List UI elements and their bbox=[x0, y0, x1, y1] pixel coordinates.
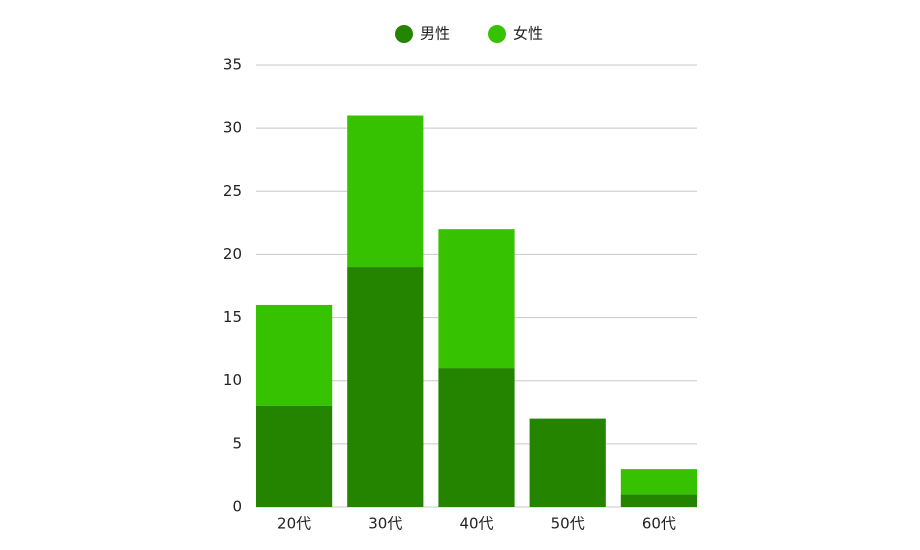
bar-segment bbox=[620, 469, 697, 495]
x-tick-label: 40代 bbox=[459, 515, 493, 533]
x-tick-label: 60代 bbox=[642, 515, 676, 533]
y-tick-label: 0 bbox=[232, 498, 242, 516]
y-tick-label: 25 bbox=[223, 182, 242, 200]
bar-segment bbox=[347, 267, 424, 507]
bar-segment bbox=[347, 115, 424, 268]
y-tick-label: 35 bbox=[223, 56, 242, 74]
x-tick-label: 30代 bbox=[368, 515, 402, 533]
bar-segment bbox=[620, 494, 697, 507]
bar-segment bbox=[256, 304, 333, 406]
y-tick-label: 5 bbox=[232, 434, 242, 452]
x-tick-label: 50代 bbox=[551, 515, 585, 533]
y-tick-label: 10 bbox=[223, 371, 242, 389]
y-tick-label: 20 bbox=[223, 245, 242, 263]
legend-label: 男性 bbox=[420, 25, 450, 43]
y-tick-label: 15 bbox=[223, 308, 242, 326]
x-tick-label: 20代 bbox=[277, 515, 311, 533]
y-tick-label: 30 bbox=[223, 119, 242, 137]
bar-segment bbox=[438, 229, 515, 369]
legend-label: 女性 bbox=[513, 25, 543, 43]
bar-segment bbox=[256, 405, 333, 507]
legend-marker bbox=[488, 25, 506, 43]
legend-marker bbox=[395, 25, 413, 43]
bar-segment bbox=[529, 418, 606, 507]
bar-segment bbox=[438, 368, 515, 507]
